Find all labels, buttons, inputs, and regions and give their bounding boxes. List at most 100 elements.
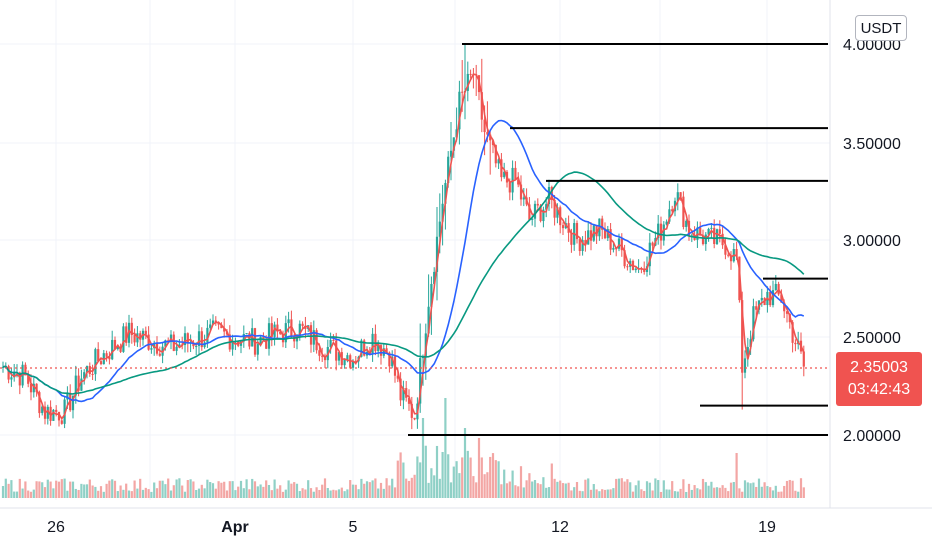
volume-bar (469, 457, 472, 498)
volume-bar (783, 485, 786, 498)
candle-body (346, 355, 349, 360)
candle-body (419, 358, 422, 404)
candle-body (304, 325, 307, 329)
volume-bar (15, 491, 19, 498)
volume-bar (281, 491, 285, 498)
volume-bar (455, 461, 458, 498)
candle-body (136, 333, 139, 343)
volume-bar (83, 484, 86, 498)
volume-bar (645, 481, 649, 498)
volume-bar (69, 481, 72, 498)
candle-body (727, 254, 730, 256)
candle-body (536, 203, 539, 206)
volume-bar (127, 490, 131, 498)
volume-bar (405, 478, 408, 498)
volume-bar (449, 482, 453, 498)
volume-bar (407, 480, 411, 498)
volume-bar (77, 489, 80, 498)
volume-bar (231, 481, 234, 498)
time-tick-label: 19 (758, 519, 776, 536)
volume-bar (654, 478, 657, 498)
volume-bar (777, 491, 780, 498)
volume-bar (335, 490, 338, 498)
volume-bar (419, 462, 422, 498)
candle-body (256, 344, 259, 355)
volume-bar (637, 480, 640, 498)
volume-bar (155, 488, 159, 498)
candle-body (626, 266, 629, 268)
volume-bar (505, 483, 509, 498)
candle-body (517, 179, 520, 185)
volume-bar (161, 480, 164, 498)
volume-bar (304, 489, 307, 498)
volume-bar (757, 478, 761, 498)
candle-body (449, 150, 453, 157)
volume-bar (63, 478, 66, 498)
candle-body (396, 375, 399, 379)
candle-body (29, 383, 33, 393)
candle-body (158, 353, 161, 356)
volume-bar (724, 487, 727, 498)
candle-body (735, 249, 738, 257)
volume-bar (547, 487, 551, 498)
candle-body (178, 344, 181, 347)
volume-bar (483, 474, 486, 498)
price-axis[interactable]: 4.00000 3.50000 3.00000 2.50000 2.00000 (843, 37, 901, 445)
candle-body (321, 355, 324, 357)
candle-body (508, 182, 511, 193)
time-axis[interactable]: 26 Apr 5 12 19 (47, 519, 776, 536)
candle-body (458, 91, 461, 130)
candle-body (242, 333, 245, 342)
candle-body (755, 306, 758, 310)
candle-body (444, 183, 447, 204)
volume-bar (603, 489, 607, 498)
candle-body (360, 340, 363, 357)
candle-body (335, 340, 338, 361)
volume-bar (363, 483, 366, 498)
candle-body (150, 348, 153, 350)
volume-bar (167, 478, 170, 498)
volume-bar (489, 456, 492, 498)
candle-body (545, 204, 548, 210)
volume-bar (587, 478, 590, 498)
candle-body (785, 311, 789, 314)
volume-bar (710, 481, 713, 498)
candle-body (749, 339, 752, 348)
candle-body (111, 339, 114, 360)
price-tick-label: 3.00000 (843, 233, 901, 250)
volume-bar (447, 454, 450, 498)
candle-body (77, 375, 80, 391)
volume-bar (503, 469, 506, 498)
candle-body (489, 134, 492, 141)
time-tick-label: 12 (551, 519, 569, 536)
volume-bar (556, 481, 559, 498)
volume-bar (629, 482, 632, 498)
volume-bar (74, 488, 77, 498)
volume-bar (704, 482, 707, 498)
volume-bar (290, 483, 293, 498)
volume-bar (435, 445, 439, 498)
candle-body (707, 228, 710, 235)
volume-bar (195, 489, 198, 498)
candle-body (519, 184, 523, 200)
candle-body (556, 207, 559, 218)
currency-badge[interactable]: USDT (855, 15, 907, 41)
volume-bar (539, 484, 542, 498)
volume-bar (169, 490, 173, 498)
volume-bar (122, 489, 125, 498)
candle-body (329, 339, 332, 347)
volume-bar (561, 483, 565, 498)
volume-bar (396, 460, 399, 498)
candle-body (447, 156, 450, 184)
volume-bar (388, 485, 391, 498)
candle-body (214, 320, 217, 323)
volume-bar (643, 490, 646, 498)
volume-bar (458, 473, 461, 498)
volume-bar (181, 485, 184, 498)
volume-bar (80, 483, 83, 498)
volume-bar (514, 485, 517, 498)
candle-body (741, 300, 744, 373)
volume-bar (38, 481, 41, 498)
volume-bar (687, 483, 691, 498)
